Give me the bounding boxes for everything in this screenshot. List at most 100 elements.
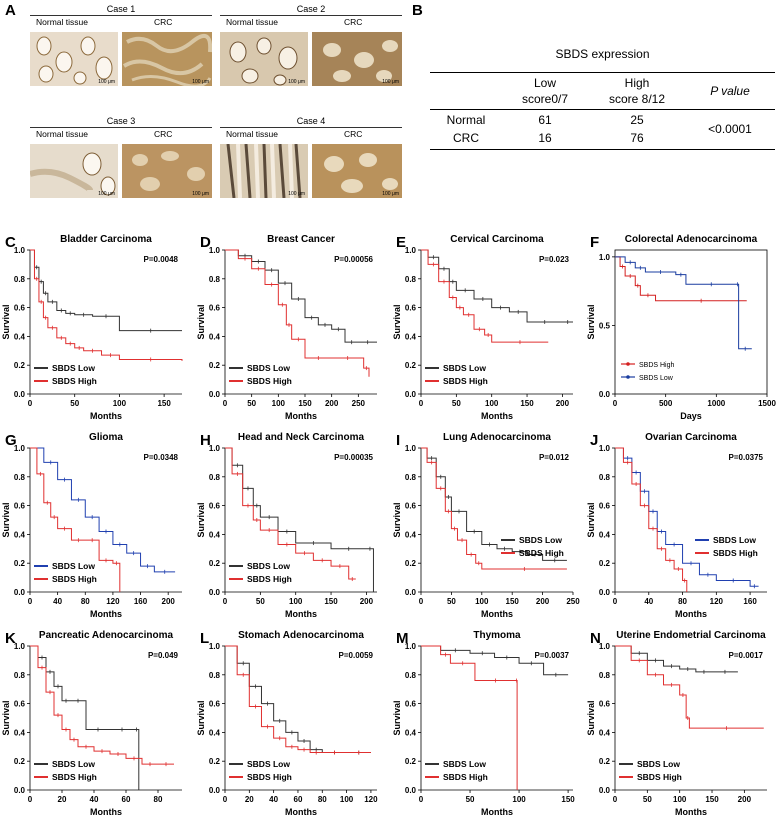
chart-title: Uterine Endometrial Carcinoma <box>616 630 766 641</box>
p-value-label: P=0.0037 <box>535 651 570 660</box>
x-axis-label: Months <box>481 411 513 421</box>
case-4-title: Case 4 <box>220 115 402 128</box>
y-tick-label: 0.2 <box>405 559 417 568</box>
legend-label: SBDS Low <box>443 363 486 373</box>
y-tick-label: 1.0 <box>405 444 417 453</box>
x-axis-label: Months <box>675 609 707 619</box>
y-tick-label: 0.6 <box>405 304 417 313</box>
x-tick-label: 200 <box>536 597 550 606</box>
panel-letter-a: A <box>5 2 16 19</box>
panel-letter-i: I <box>396 432 401 449</box>
panel-letter-h: H <box>200 432 211 449</box>
case-2-crc-scale: 100 μm <box>382 79 399 85</box>
y-tick-label: 0.2 <box>14 361 26 370</box>
case-3-block: Case 3 Normal tissue CRC 100 μm 100 μm <box>30 115 212 198</box>
legend-label: SBDS High <box>52 772 97 782</box>
survival-curve-sbds-high <box>225 249 370 377</box>
case-2-normal-scale: 100 μm <box>288 79 305 85</box>
p-value-label: P=0.049 <box>148 651 179 660</box>
y-tick-label: 0.2 <box>209 559 221 568</box>
case-4-crc-image: 100 μm <box>312 144 402 198</box>
p-value-label: P=0.0348 <box>144 453 179 462</box>
y-tick-label: 1.0 <box>14 246 26 255</box>
x-tick-label: 160 <box>134 597 148 606</box>
x-axis-label: Months <box>90 411 122 421</box>
table-top-rule <box>430 72 775 73</box>
x-tick-label: 200 <box>738 795 752 804</box>
chart-title: Thymoma <box>473 630 521 641</box>
survival-curve-sbds-high <box>421 249 549 343</box>
chart-m: Thymoma 0.0 0.2 0.4 0.6 0.8 1.0 0 50 100 150 Months… <box>392 630 575 817</box>
y-tick-label: 0.8 <box>209 671 221 680</box>
y-tick-label: 0.6 <box>14 304 26 313</box>
legend-label: SBDS High <box>639 362 675 369</box>
y-tick-label: 0.4 <box>599 728 611 737</box>
y-axis-label: Survival <box>1 304 11 339</box>
y-tick-label: 0.2 <box>14 757 26 766</box>
case-4-normal-image: 100 μm <box>220 144 308 198</box>
x-tick-label: 100 <box>113 399 127 408</box>
y-tick-label: 1.0 <box>599 444 611 453</box>
y-tick-label: 0.2 <box>209 757 221 766</box>
x-axis-label: Months <box>285 609 317 619</box>
y-tick-label: 0.4 <box>209 332 221 341</box>
y-axis-label: Survival <box>586 502 596 537</box>
legend-label: SBDS Low <box>443 759 486 769</box>
x-tick-label: 0 <box>613 597 618 606</box>
x-tick-label: 200 <box>325 399 339 408</box>
legend-label: SBDS Low <box>713 535 756 545</box>
x-tick-label: 0 <box>613 795 618 804</box>
x-axis-label: Months <box>90 609 122 619</box>
y-axis-label: Survival <box>1 502 11 537</box>
y-tick-label: 0.6 <box>14 502 26 511</box>
y-axis-label: Survival <box>196 304 206 339</box>
x-axis-label: Months <box>481 609 513 619</box>
y-axis-label: Survival <box>586 304 596 339</box>
p-value-label: P=0.0017 <box>729 651 764 660</box>
table-col-low-line2: score0/7 <box>521 92 569 106</box>
y-tick-label: 0.2 <box>14 559 26 568</box>
case-4-crc-scale: 100 μm <box>382 191 399 197</box>
y-tick-label: 0.8 <box>599 671 611 680</box>
table-crc-low: 16 <box>538 131 552 145</box>
p-value-label: P=0.023 <box>539 255 570 264</box>
x-tick-label: 200 <box>162 597 176 606</box>
y-tick-label: 0.0 <box>14 588 26 597</box>
legend-label: SBDS Low <box>519 535 562 545</box>
chart-h: Head and Neck Carcinoma 0.0 0.2 0.4 0.6 0.8 1.… <box>196 432 377 619</box>
case-4-crc-label: CRC <box>344 129 363 139</box>
y-axis-label: Survival <box>196 502 206 537</box>
table-p-value: <0.0001 <box>708 122 752 136</box>
x-tick-label: 40 <box>644 597 653 606</box>
y-tick-label: 0.4 <box>14 728 26 737</box>
x-tick-label: 20 <box>245 795 254 804</box>
y-tick-label: 1.0 <box>405 246 417 255</box>
legend-label: SBDS High <box>52 574 97 584</box>
table-row-normal: Normal <box>446 113 486 127</box>
table-normal-high: 25 <box>630 113 644 127</box>
y-tick-label: 0.2 <box>599 757 611 766</box>
survival-curve-sbds-low <box>225 249 377 343</box>
chart-title: Colorectal Adenocarcinoma <box>625 234 758 245</box>
y-tick-label: 0.0 <box>14 390 26 399</box>
x-tick-label: 250 <box>352 399 366 408</box>
y-tick-label: 0.0 <box>599 390 611 399</box>
y-tick-label: 0.6 <box>599 700 611 709</box>
x-tick-label: 100 <box>340 795 354 804</box>
panel-letter-b: B <box>412 2 423 19</box>
legend-label: SBDS High <box>247 772 292 782</box>
x-tick-label: 80 <box>81 597 90 606</box>
case-3-crc-label: CRC <box>154 129 173 139</box>
case-3-title: Case 3 <box>30 115 212 128</box>
panel-letter-l: L <box>200 630 210 647</box>
x-tick-label: 0 <box>28 399 33 408</box>
table-col-low-line1: Low <box>533 76 556 90</box>
chart-title: Ovarian Carcinoma <box>645 432 737 443</box>
y-tick-label: 0.0 <box>599 786 611 795</box>
panel-letter-j: J <box>590 432 599 449</box>
y-tick-label: 0.0 <box>209 786 221 795</box>
x-tick-label: 100 <box>512 795 526 804</box>
y-tick-label: 0.0 <box>14 786 26 795</box>
x-tick-label: 150 <box>298 399 312 408</box>
case-4-normal-label: Normal tissue <box>226 129 278 139</box>
